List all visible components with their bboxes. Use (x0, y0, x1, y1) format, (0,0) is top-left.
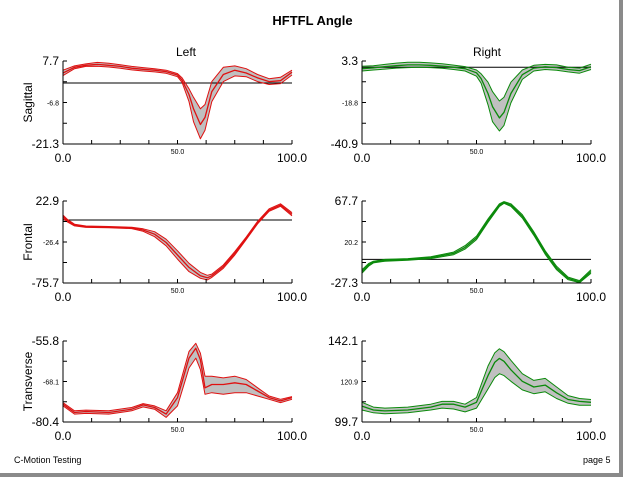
x-tick-label: 0.0 (354, 151, 371, 165)
y-tick-label: 7.7 (42, 54, 59, 68)
band-transverse-left (63, 343, 292, 418)
upper-line-transverse-left (62, 342, 293, 412)
y-tick-label: -26.4 (43, 240, 59, 247)
chart-sagittal-left: 0.0 50.0 100.0 7.7 -6.8 -21.3 Sagittal (21, 54, 307, 165)
y-tick-label: 120.9 (340, 380, 358, 387)
x-tick-label: 100.0 (277, 429, 307, 443)
lower-line-frontal-right (361, 202, 592, 284)
x-tick-label: 50.0 (171, 288, 185, 295)
y-tick-label: 142.1 (328, 334, 358, 348)
chart-frontal-left: 0.0 50.0 100.0 22.9 -26.4 -75.7 Frontal (21, 194, 307, 304)
page-title: HFTFL Angle (272, 13, 353, 28)
y-tick-label: -80.4 (32, 415, 60, 429)
y-tick-label: -21.3 (32, 137, 60, 151)
x-tick-label: 0.0 (55, 151, 72, 165)
y-tick-label: -6.8 (47, 101, 59, 108)
chart-transverse-right: 0.0 50.0 100.0 142.1 120.9 99.7 (328, 334, 606, 443)
mean-line-sagittal-left (62, 63, 293, 126)
lower-line-frontal-left (62, 205, 293, 281)
upper-line-sagittal-right (361, 61, 592, 102)
chart-transverse-left: 0.0 50.0 100.0 -55.8 -68.1 -80.4 Transverse (21, 334, 307, 443)
upper-line-frontal-left (62, 203, 293, 276)
mean-line-transverse-right (361, 357, 592, 412)
upper-line-transverse-right (361, 348, 592, 409)
y-tick-label: 67.7 (335, 194, 359, 208)
mean-line-transverse-left (62, 347, 293, 415)
y-tick-label: -18.8 (342, 101, 358, 108)
x-tick-label: 0.0 (354, 429, 371, 443)
mean-line-frontal-left (62, 204, 293, 279)
y-tick-label: 22.9 (36, 194, 60, 208)
upper-line-frontal-right (361, 201, 592, 282)
y-tick-label: 20.2 (344, 240, 358, 247)
x-tick-label: 50.0 (171, 149, 185, 156)
mean-line-frontal-right (361, 201, 592, 283)
x-tick-label: 50.0 (470, 427, 484, 434)
x-tick-label: 0.0 (55, 290, 72, 304)
y-tick-label: -55.8 (32, 334, 60, 348)
y-axis-label: Frontal (21, 223, 35, 260)
x-tick-label: 0.0 (354, 290, 371, 304)
y-tick-label: -68.1 (43, 380, 59, 387)
y-tick-label: -27.3 (331, 276, 359, 290)
footer-left: C-Motion Testing (14, 455, 82, 465)
band-frontal-right (362, 201, 591, 283)
y-tick-label: -75.7 (32, 276, 60, 290)
mean-line-sagittal-right (361, 64, 592, 119)
footer-right: page 5 (583, 455, 611, 465)
lower-line-sagittal-right (361, 66, 592, 132)
x-tick-label: 100.0 (576, 151, 606, 165)
x-tick-label: 50.0 (470, 288, 484, 295)
x-tick-label: 100.0 (576, 290, 606, 304)
x-tick-label: 50.0 (470, 149, 484, 156)
x-tick-label: 100.0 (576, 429, 606, 443)
band-transverse-right (362, 348, 591, 414)
x-tick-label: 50.0 (171, 427, 185, 434)
column-title-left: Left (176, 45, 197, 59)
lower-line-transverse-right (361, 373, 591, 415)
y-tick-label: -40.9 (331, 137, 359, 151)
chart-frontal-right: 0.0 50.0 100.0 67.7 20.2 -27.3 (331, 194, 607, 304)
x-tick-label: 0.0 (55, 429, 72, 443)
band-frontal-left (63, 203, 292, 280)
x-tick-label: 100.0 (277, 151, 307, 165)
column-title-right: Right (473, 45, 502, 59)
lower-line-transverse-left (62, 357, 293, 418)
y-tick-label: 3.3 (341, 54, 358, 68)
y-axis-label: Transverse (21, 351, 35, 411)
upper-line-sagittal-left (62, 61, 293, 110)
y-tick-label: 99.7 (335, 415, 359, 429)
x-tick-label: 100.0 (277, 290, 307, 304)
chart-sagittal-right: 0.0 50.0 100.0 3.3 -18.8 -40.9 (331, 54, 607, 165)
lower-line-sagittal-left (62, 65, 293, 140)
y-axis-label: Sagittal (21, 82, 35, 122)
